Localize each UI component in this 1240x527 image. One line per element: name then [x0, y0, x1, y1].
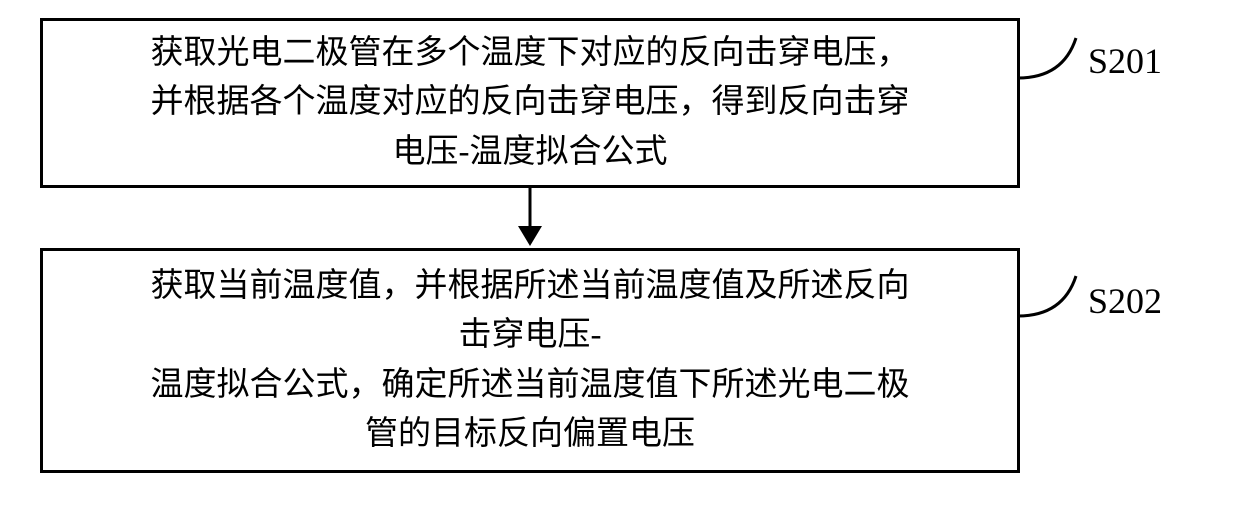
- flowchart-node-step2: 获取当前温度值，并根据所述当前温度值及所述反向 击穿电压- 温度拟合公式，确定所…: [40, 248, 1020, 473]
- connector-step1: [1018, 30, 1088, 90]
- flowchart-node-step1: 获取光电二极管在多个温度下对应的反向击穿电压， 并根据各个温度对应的反向击穿电压…: [40, 18, 1020, 188]
- arrow-step1-step2: [40, 188, 1020, 248]
- arrow-icon: [515, 188, 545, 248]
- step1-label: S201: [1088, 40, 1162, 82]
- step2-label: S202: [1088, 280, 1162, 322]
- step1-text: 获取光电二极管在多个温度下对应的反向击穿电压， 并根据各个温度对应的反向击穿电压…: [151, 29, 910, 178]
- step2-text: 获取当前温度值，并根据所述当前温度值及所述反向 击穿电压- 温度拟合公式，确定所…: [151, 262, 910, 460]
- connector-step2: [1018, 268, 1088, 328]
